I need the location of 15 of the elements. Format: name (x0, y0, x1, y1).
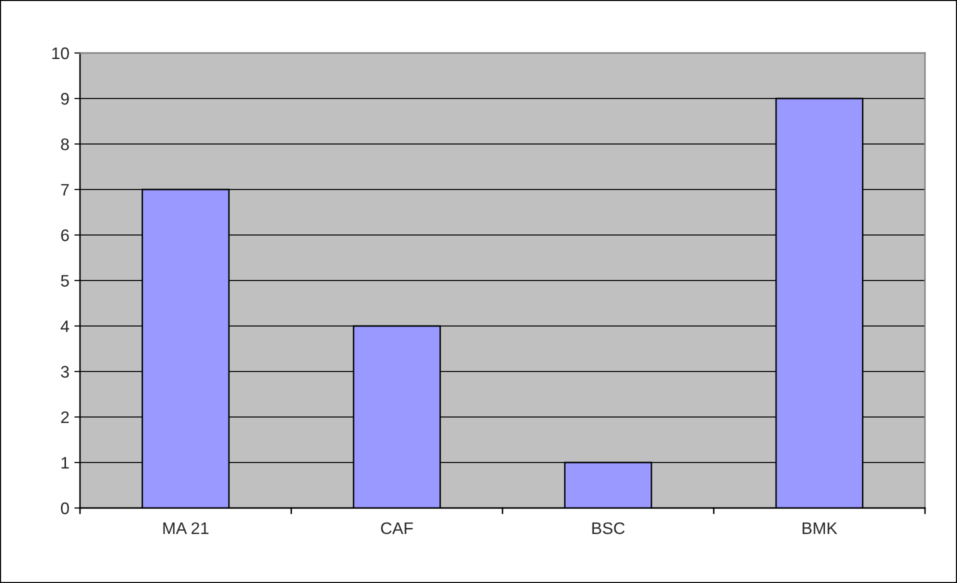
y-tick-label: 0 (60, 502, 69, 514)
x-tick-label: MA 21 (163, 522, 208, 534)
y-tick-label: 9 (61, 92, 69, 105)
y-tick-label: 3 (60, 366, 69, 378)
x-tick-label: BSC (592, 522, 625, 534)
y-tick-label: 8 (61, 138, 69, 150)
y-tick-label: 2 (61, 411, 69, 424)
y-tick-label: 10 (52, 47, 69, 60)
x-tick-label: CAF (381, 522, 413, 534)
y-tick-label: 7 (61, 184, 69, 196)
x-tick-label: BMK (802, 522, 838, 534)
y-tick-label: 1 (62, 457, 69, 469)
y-tick-label: 5 (60, 275, 69, 287)
y-tick-label: 4 (60, 320, 70, 332)
y-tick-label: 6 (61, 229, 69, 242)
